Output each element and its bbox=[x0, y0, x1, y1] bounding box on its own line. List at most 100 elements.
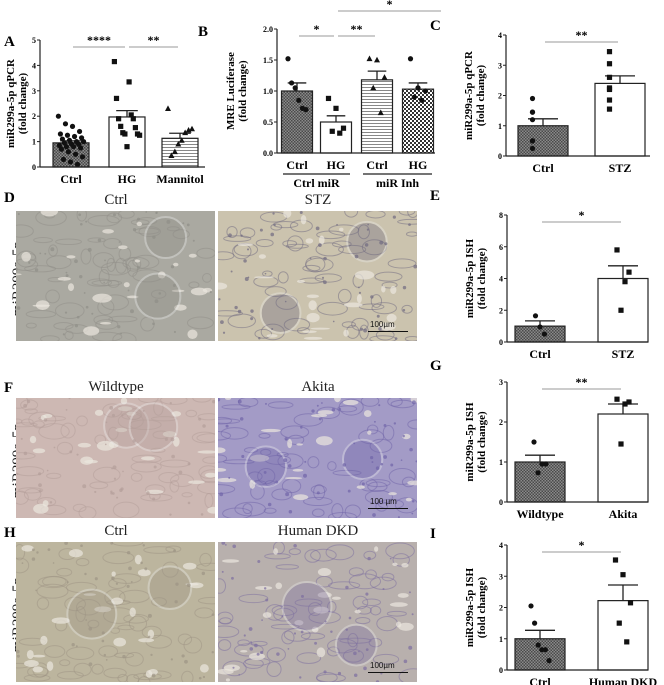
tubule bbox=[138, 398, 159, 404]
nucleus bbox=[23, 451, 28, 456]
nucleus bbox=[360, 327, 363, 331]
lumen bbox=[218, 668, 234, 675]
tubule bbox=[287, 434, 305, 445]
data-point bbox=[624, 639, 630, 645]
y-tick-label: 1 bbox=[498, 122, 502, 131]
nucleus bbox=[158, 292, 162, 295]
nucleus bbox=[94, 490, 97, 494]
lumen bbox=[316, 647, 326, 658]
y-tick-label: 0 bbox=[499, 498, 503, 507]
tubule bbox=[387, 258, 417, 269]
lumen bbox=[260, 428, 281, 433]
lumen bbox=[199, 664, 209, 673]
tubule bbox=[305, 256, 326, 273]
nucleus bbox=[371, 461, 374, 464]
nucleus bbox=[75, 645, 78, 648]
nucleus bbox=[152, 322, 155, 326]
x-tick-label: Ctrl bbox=[286, 158, 308, 172]
nucleus bbox=[270, 232, 275, 237]
bar-stz bbox=[594, 82, 646, 157]
tubule bbox=[107, 426, 119, 440]
nucleus bbox=[111, 413, 115, 417]
lumen bbox=[66, 255, 76, 259]
nucleus bbox=[382, 587, 385, 591]
nucleus bbox=[112, 492, 115, 495]
data-point bbox=[407, 56, 414, 62]
lumen bbox=[401, 562, 409, 568]
nucleus bbox=[228, 476, 231, 479]
lumen bbox=[21, 545, 34, 552]
data-point bbox=[58, 146, 65, 152]
tubule bbox=[360, 398, 380, 407]
nucleus bbox=[293, 632, 297, 635]
tubule bbox=[42, 575, 67, 588]
data-point bbox=[185, 126, 192, 133]
nucleus bbox=[201, 571, 206, 576]
nucleus bbox=[415, 460, 417, 463]
tubule bbox=[125, 651, 144, 667]
data-point bbox=[137, 132, 143, 138]
tubule bbox=[91, 279, 123, 287]
nucleus bbox=[273, 224, 276, 226]
nucleus bbox=[234, 305, 238, 310]
lumen bbox=[117, 406, 133, 412]
tubule bbox=[265, 480, 276, 487]
nucleus bbox=[68, 398, 71, 400]
nucleus bbox=[119, 488, 123, 493]
data-point bbox=[370, 84, 377, 91]
tubule bbox=[386, 610, 407, 617]
nucleus bbox=[370, 456, 374, 460]
chart-A: A Ctrl HG Mannitol 0 1 2 3 4 5 miR299a-5p qPCR (fol… bbox=[4, 33, 205, 186]
nucleus bbox=[378, 404, 381, 407]
lumen bbox=[306, 312, 320, 323]
tubule bbox=[160, 398, 188, 405]
nucleus bbox=[47, 548, 51, 552]
glomerulus bbox=[103, 402, 150, 449]
nucleus bbox=[111, 467, 114, 470]
tubule bbox=[153, 400, 164, 416]
y-tick-label: 5 bbox=[32, 36, 36, 45]
lumen bbox=[249, 479, 256, 489]
nucleus bbox=[109, 406, 114, 410]
micrograph-left bbox=[16, 398, 215, 518]
nucleus bbox=[34, 268, 39, 272]
data-point bbox=[622, 279, 628, 285]
nucleus bbox=[171, 454, 175, 459]
micrograph-left bbox=[16, 542, 215, 682]
nucleus bbox=[130, 309, 134, 314]
nucleus bbox=[323, 280, 327, 285]
nucleus bbox=[128, 566, 132, 571]
nucleus bbox=[413, 264, 417, 269]
nucleus bbox=[260, 650, 264, 655]
tubule bbox=[316, 406, 341, 420]
tubule bbox=[25, 322, 37, 329]
nucleus bbox=[332, 320, 335, 323]
lumen bbox=[173, 436, 180, 447]
nucleus bbox=[105, 659, 108, 661]
nucleus bbox=[225, 424, 229, 428]
glomerulus bbox=[147, 565, 193, 611]
tissue-image bbox=[16, 211, 215, 341]
data-point bbox=[77, 145, 84, 151]
nucleus bbox=[154, 299, 159, 304]
nucleus bbox=[393, 422, 397, 425]
data-point bbox=[76, 128, 83, 135]
lumen bbox=[173, 262, 179, 267]
lumen bbox=[141, 456, 155, 461]
y-tick-label: 0.5 bbox=[263, 118, 273, 127]
nucleus bbox=[132, 228, 137, 232]
tubule bbox=[255, 238, 274, 248]
nucleus bbox=[150, 653, 153, 657]
lumen bbox=[84, 459, 98, 464]
data-point bbox=[325, 95, 332, 102]
nucleus bbox=[82, 484, 87, 489]
scale-label: 100µm bbox=[370, 661, 395, 670]
nucleus bbox=[127, 289, 130, 292]
x-tick-label: HG bbox=[327, 158, 346, 172]
tubule bbox=[348, 567, 364, 577]
tubule bbox=[115, 257, 128, 274]
lumen bbox=[32, 448, 46, 454]
nucleus bbox=[21, 562, 24, 564]
tissue-image bbox=[218, 542, 417, 682]
tubule bbox=[32, 420, 45, 429]
